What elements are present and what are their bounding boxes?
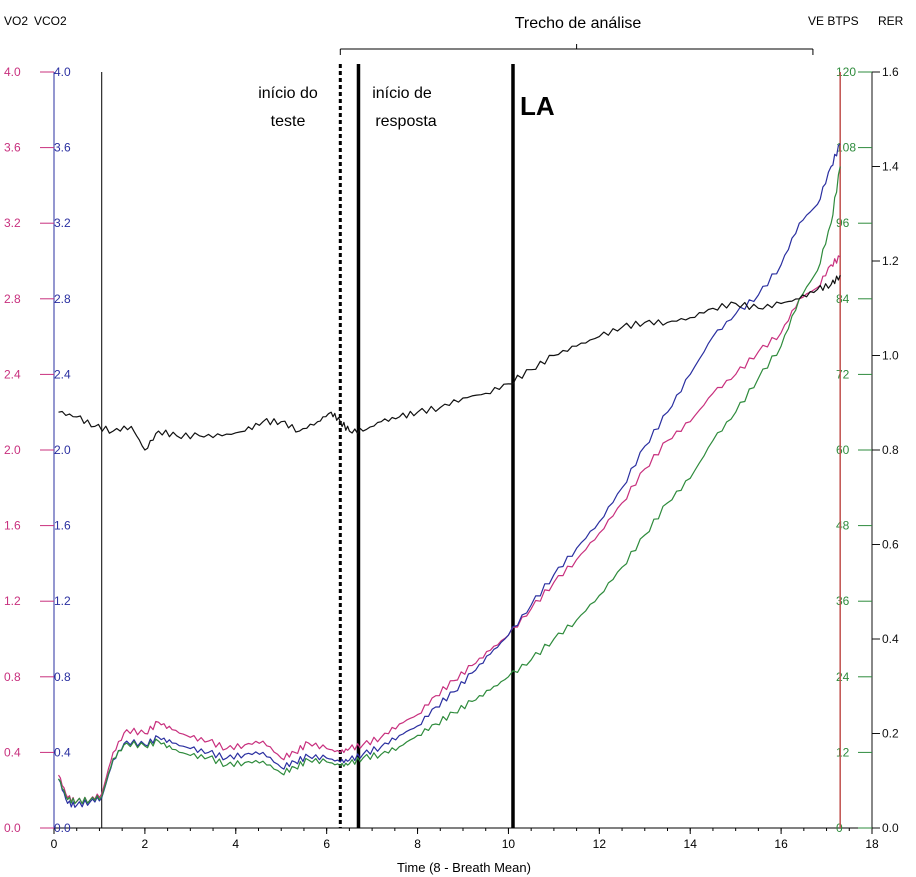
right-tick-label-ve: 120 [836,65,856,79]
series-vo2 [57,255,841,805]
right-tick-label-ve: 108 [836,141,856,155]
series-line-vco2 [57,143,841,808]
left-tick-label-vco2: 1.6 [54,519,71,533]
right-tick-label-rer: 1.4 [882,160,899,174]
left-tick-label-vco2: 0.0 [54,821,71,835]
right-tick-label-ve: 36 [836,594,850,608]
right-tick-label-rer: 0.2 [882,727,899,741]
annotation-inicio-resposta-line2: resposta [375,113,436,130]
x-tick-label: 4 [232,837,239,851]
right-tick-label-ve: 84 [836,292,850,306]
right-tick-label-rer: 1.2 [882,254,899,268]
right-tick-label-rer: 1.0 [882,349,899,363]
x-tick-label: 16 [774,837,788,851]
right-tick-label-rer: 0.4 [882,632,899,646]
right-tick-label-rer: 1.6 [882,65,899,79]
left-tick-label-vo2: 0.8 [4,670,21,684]
x-tick-label: 0 [51,837,58,851]
left-tick-label-vo2: 3.6 [4,141,21,155]
series-group [57,143,841,808]
series-line-rer [58,274,841,451]
x-tick-label: 12 [593,837,607,851]
x-tick-label: 6 [323,837,330,851]
left-tick-label-vco2: 4.0 [54,65,71,79]
left-tick-label-vco2: 0.8 [54,670,71,684]
series-rer [58,274,841,451]
x-tick-label: 14 [684,837,698,851]
vertical-markers [101,64,841,828]
left-tick-label-vo2: 1.6 [4,519,21,533]
series-vco2 [57,143,841,808]
left-tick-label-vco2: 0.4 [54,745,71,759]
right-tick-label-ve: 96 [836,216,850,230]
left-tick-label-vco2: 2.4 [54,367,71,381]
annotation-la: LA [520,91,555,121]
x-tick-label: 10 [502,837,516,851]
x-tick-label: 18 [865,837,879,851]
x-tick-label: 2 [142,837,149,851]
header-label-vco2: VCO2 [34,14,67,28]
left-tick-label-vo2: 2.4 [4,367,21,381]
x-axis-label: Time (8 - Breath Mean) [397,860,531,875]
right-tick-label-ve: 12 [836,745,850,759]
left-tick-label-vco2: 2.8 [54,292,71,306]
left-tick-label-vo2: 4.0 [4,65,21,79]
header-label-rer: RER [878,14,904,28]
axes-group: 0 2 4 6 8 10 12 14 16 180.00.40.81.21.62.02.42.83… [4,65,899,851]
analysis-bracket: Trecho de análise [339,15,814,55]
left-tick-label-vo2: 0.4 [4,745,21,759]
right-tick-label-rer: 0.0 [882,821,899,835]
right-tick-label-rer: 0.6 [882,538,899,552]
right-tick-label-rer: 0.8 [882,443,899,457]
analysis-bracket-label: Trecho de análise [515,15,642,32]
right-tick-label-ve: 24 [836,670,850,684]
series-line-vo2 [57,255,841,805]
left-tick-label-vo2: 3.2 [4,216,21,230]
x-tick-label: 8 [414,837,421,851]
header-label-ve: VE BTPS [808,14,859,28]
annotation-inicio-resposta-line1: início de [372,85,432,102]
right-tick-label-ve: 72 [836,367,850,381]
left-tick-label-vco2: 1.2 [54,594,71,608]
left-tick-label-vo2: 0.0 [4,821,21,835]
series-ve-btps [58,166,841,805]
left-tick-label-vo2: 1.2 [4,594,21,608]
header-label-vo2: VO2 [4,14,28,28]
series-line-ve-btps [58,166,841,805]
left-tick-label-vco2: 2.0 [54,443,71,457]
right-tick-label-ve: 48 [836,519,850,533]
left-tick-label-vo2: 2.8 [4,292,21,306]
annotation-inicio-teste-line1: início do [258,85,318,102]
left-tick-label-vo2: 2.0 [4,443,21,457]
left-tick-label-vco2: 3.2 [54,216,71,230]
annotation-inicio-teste-line2: teste [271,113,306,130]
right-tick-label-ve: 60 [836,443,850,457]
left-tick-label-vco2: 3.6 [54,141,71,155]
